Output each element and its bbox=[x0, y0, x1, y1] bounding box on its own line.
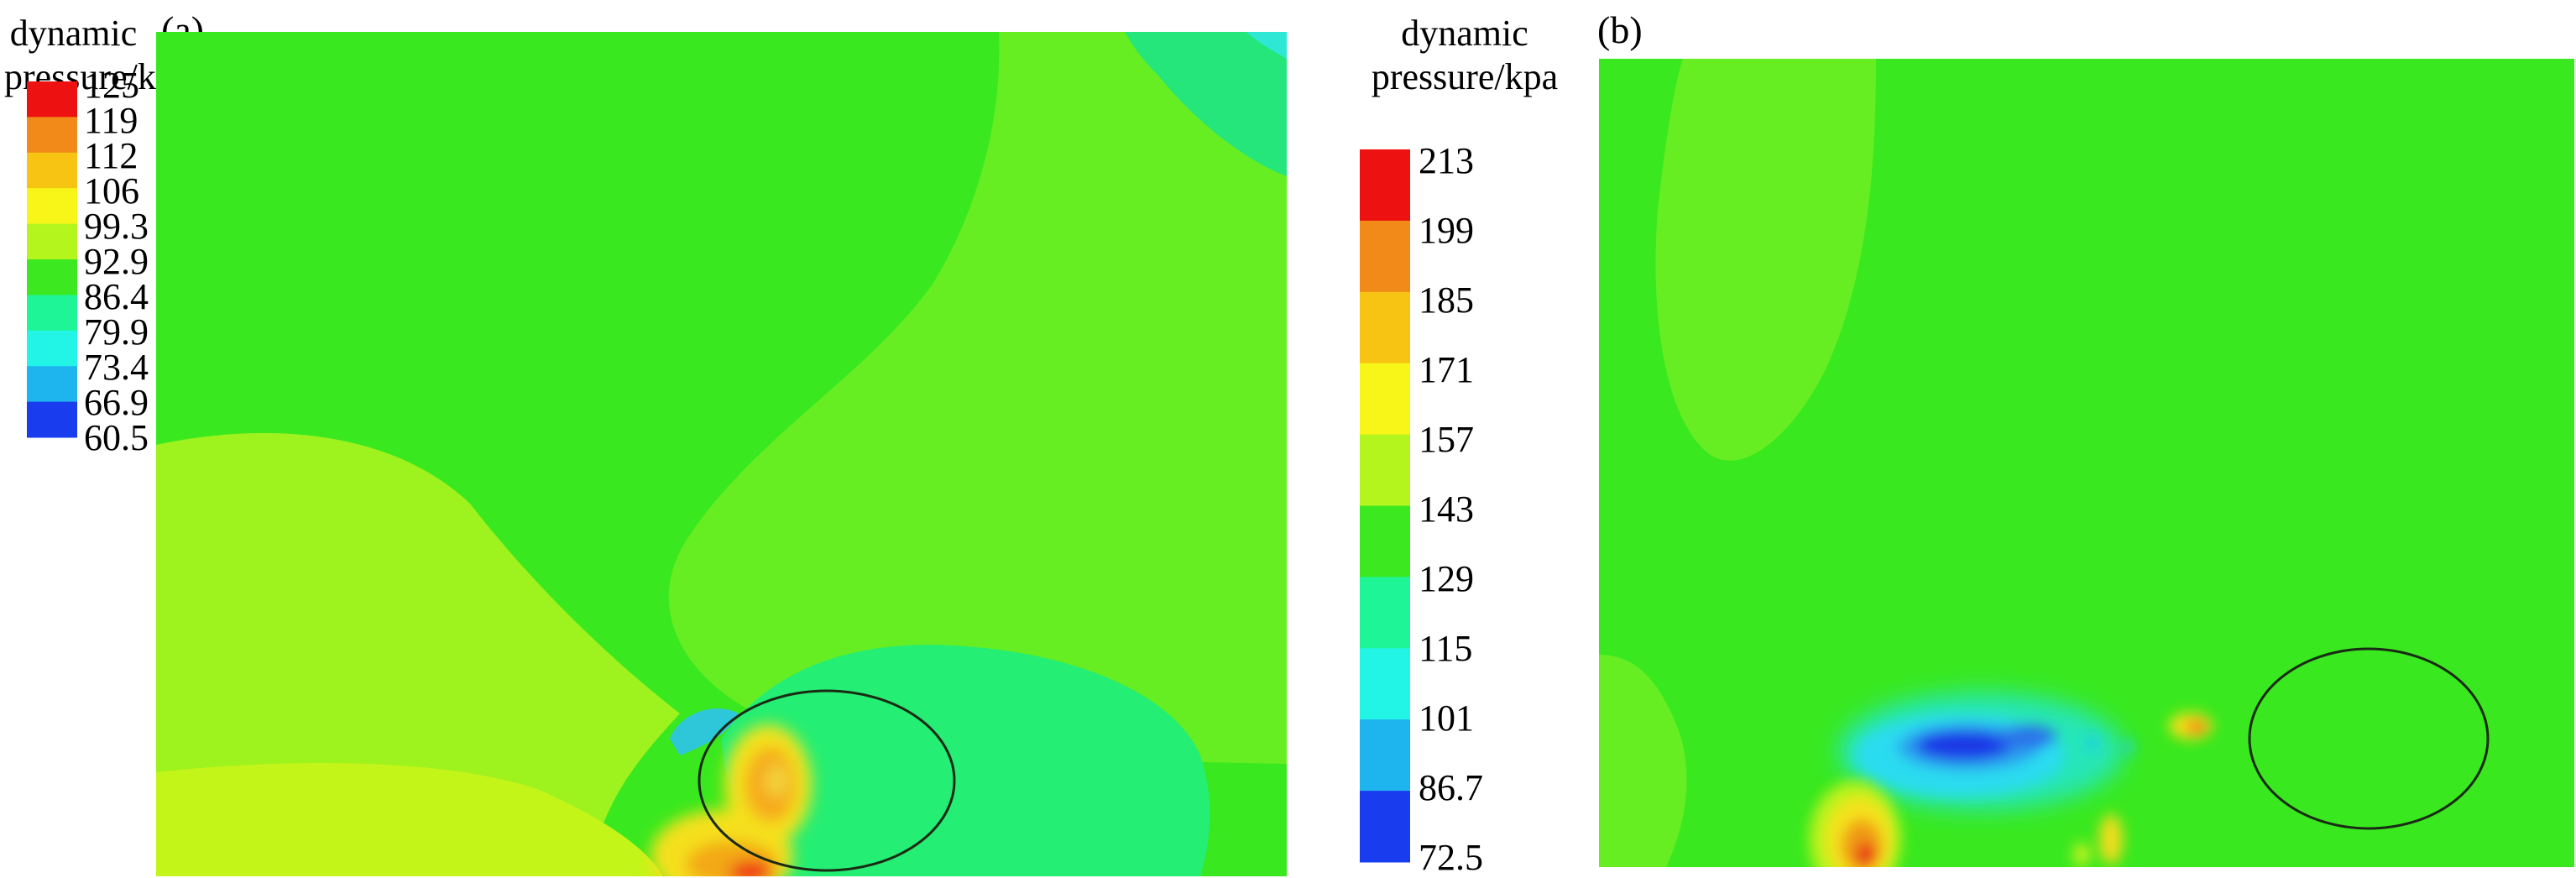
tick-label: 119 bbox=[84, 100, 138, 141]
tick-label: 66.9 bbox=[84, 382, 149, 423]
colorbar-segment bbox=[27, 259, 77, 295]
tick-label: 79.9 bbox=[84, 311, 149, 353]
contour-plot-a bbox=[156, 32, 1287, 876]
colorbar-segment bbox=[1360, 434, 1410, 506]
colorbar-segment bbox=[27, 152, 77, 189]
colorbar-a bbox=[27, 81, 77, 438]
colorbar-title: dynamic pressure/kpa bbox=[1339, 12, 1591, 99]
colorbar-segment bbox=[27, 330, 77, 367]
colorbar-segment bbox=[27, 295, 77, 332]
contour-region-73.4 bbox=[670, 708, 739, 755]
contour-plot-b bbox=[1599, 59, 2574, 867]
tick-label: 185 bbox=[1419, 280, 1474, 321]
contour-region-157-top bbox=[1655, 59, 1876, 461]
colorbar-segment bbox=[1360, 291, 1410, 364]
tick-label: 129 bbox=[1419, 558, 1474, 599]
colorbar-title-line2: pressure/kpa bbox=[1371, 56, 1559, 97]
colorbar-segment bbox=[1360, 791, 1410, 863]
annotation-ellipse-b bbox=[2248, 647, 2490, 830]
colorbar-segment bbox=[1360, 149, 1410, 222]
tick-label: 72.5 bbox=[1419, 837, 1483, 878]
colorbar-segment bbox=[1360, 220, 1410, 293]
tick-label: 86.4 bbox=[84, 276, 149, 317]
colorbar-segment bbox=[27, 81, 77, 118]
colorbar-segment bbox=[1360, 648, 1410, 720]
tick-label: 112 bbox=[84, 135, 138, 176]
colorbar-segment bbox=[27, 223, 77, 260]
annotation-ellipse-a bbox=[698, 689, 956, 872]
colorbar-segment bbox=[27, 117, 77, 154]
tick-label: 125 bbox=[84, 65, 139, 106]
tick-label: 60.5 bbox=[84, 417, 149, 458]
tick-label: 99.3 bbox=[84, 206, 149, 247]
tick-label: 171 bbox=[1419, 349, 1474, 390]
tick-label: 199 bbox=[1419, 210, 1474, 251]
low-pressure-zone bbox=[1855, 715, 2134, 796]
panel-label: (b) bbox=[1597, 8, 1643, 51]
tick-label: 101 bbox=[1419, 698, 1474, 739]
tick-label: 92.9 bbox=[84, 241, 149, 282]
colorbar-segment bbox=[1360, 363, 1410, 436]
colorbar-segment bbox=[1360, 719, 1410, 792]
contour-region-79.9-top bbox=[1125, 32, 1287, 176]
high-pressure-hotspots bbox=[1809, 713, 2213, 867]
contour-region-157-left bbox=[1599, 655, 1687, 867]
colorbar-title-line1: dynamic bbox=[1401, 13, 1528, 54]
high-pressure-hotspot bbox=[651, 724, 812, 876]
colorbar-segment bbox=[1360, 505, 1410, 577]
colorbar-segment bbox=[27, 188, 77, 225]
colorbar-title-line1: dynamic bbox=[9, 13, 138, 54]
tick-label: 115 bbox=[1419, 628, 1473, 669]
panel-b: dynamic pressure/kpa 213 199 185 171 157… bbox=[1288, 0, 2576, 878]
tick-label: 157 bbox=[1419, 419, 1474, 460]
colorbar-b bbox=[1360, 149, 1410, 863]
tick-label: 73.4 bbox=[84, 347, 149, 388]
colorbar-segment bbox=[27, 401, 77, 438]
tick-label: 86.7 bbox=[1419, 767, 1483, 808]
tick-label: 106 bbox=[84, 170, 139, 212]
contour-region-73.4-top bbox=[1246, 32, 1287, 59]
contour-region-79.9 bbox=[722, 645, 1210, 876]
colorbar-segment bbox=[1360, 577, 1410, 649]
tick-label: 143 bbox=[1419, 489, 1474, 530]
colorbar-segment bbox=[27, 366, 77, 403]
panel-a: dynamic pressure/kpa 125 119 112 106 99.… bbox=[4, 11, 1287, 876]
contour-region-106 bbox=[156, 762, 663, 876]
tick-label: 213 bbox=[1419, 140, 1474, 181]
